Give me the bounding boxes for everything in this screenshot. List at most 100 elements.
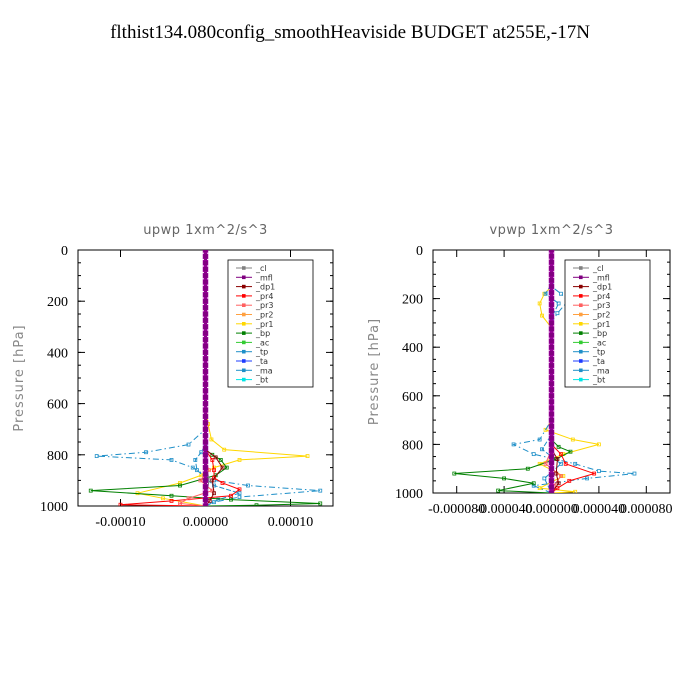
series-point (237, 487, 242, 492)
series-point (542, 476, 547, 481)
series-point (573, 461, 578, 466)
series-point (559, 452, 563, 457)
legend-label: _bp (255, 329, 270, 338)
series-point-mfl (548, 459, 555, 466)
series-point (94, 454, 99, 458)
series-point (556, 301, 561, 306)
legend-label: _pr2 (592, 311, 610, 320)
series-point (193, 458, 198, 462)
x-tick-label: 0.00010 (268, 515, 314, 530)
series-point (561, 474, 566, 478)
series-point (186, 496, 191, 501)
series-point-mfl (548, 338, 555, 344)
series-point-mfl (202, 458, 209, 464)
legend-label: _dp1 (592, 283, 612, 292)
panel-title: upwp 1xm^2/s^3 (143, 223, 268, 238)
series-point (237, 491, 242, 496)
series-point (169, 498, 174, 503)
legend-label: _pr3 (592, 301, 610, 310)
legend-marker (579, 340, 583, 345)
legend-label: _ac (255, 338, 269, 347)
series-point (570, 437, 575, 442)
series-point-mfl (202, 292, 209, 298)
series-point (567, 478, 572, 483)
series-point-mfl (202, 471, 209, 477)
series-point-mfl (548, 484, 555, 490)
series-point-mfl (548, 374, 555, 381)
panel-title: vpwp 1xm^2/s^3 (489, 223, 613, 238)
series-point-mfl (202, 298, 209, 304)
series-point-mfl (548, 429, 555, 435)
series-point (540, 313, 544, 318)
series-point (559, 474, 563, 478)
series-point-mfl (548, 453, 555, 460)
series-point (555, 486, 560, 491)
legend-label: _cl (255, 264, 267, 273)
legend-marker (242, 359, 246, 363)
series-point-mfl (548, 301, 555, 308)
series-point (563, 461, 568, 466)
x-tick-label: 0.000040 (573, 502, 626, 517)
series-group (452, 250, 637, 493)
x-tick-label: 0.000080 (620, 502, 673, 517)
series-point (178, 501, 182, 506)
page-title: flthist134.080config_smoothHeaviside BUD… (110, 22, 590, 43)
legend-marker (242, 340, 246, 345)
series-line-ma (96, 250, 321, 506)
legend-marker (579, 349, 583, 354)
x-tick-label: -0.000080 (428, 502, 485, 517)
legend-label: _tp (592, 348, 605, 357)
series-point (537, 486, 542, 491)
series-point (190, 465, 195, 470)
series-point-mfl (548, 441, 555, 448)
series-point (502, 476, 507, 481)
series-point (632, 471, 637, 476)
series-point-mfl (202, 426, 209, 432)
series-point-mfl (548, 447, 555, 454)
legend-marker (579, 284, 583, 289)
legend-label: _ma (255, 366, 273, 375)
series-point-mfl (548, 423, 555, 429)
legend-label: _ta (592, 357, 605, 366)
series-point-mfl (202, 324, 209, 330)
series-point-mfl (548, 314, 555, 320)
series-point (559, 461, 563, 466)
series-point-mfl (202, 253, 209, 260)
x-tick-label: 0.000000 (525, 502, 578, 517)
series-group (88, 250, 323, 506)
series-point (254, 503, 259, 506)
panel-upwp: upwp 1xm^2/s^3 Pressure [hPa] 0 200 400 600 80… (12, 223, 334, 530)
legend-label: _pr1 (255, 320, 273, 329)
series-point (212, 491, 216, 496)
y-tick-label: 200 (47, 295, 68, 310)
series-point (556, 481, 561, 486)
legend-label: _ma (592, 366, 610, 375)
series-point (531, 452, 536, 457)
series-point-mfl (202, 250, 209, 253)
y-tick-label: 1000 (40, 500, 68, 515)
series-point-mfl (548, 435, 555, 442)
legend-marker (242, 377, 246, 382)
series-point (198, 478, 203, 483)
series-point (210, 478, 215, 483)
series-point (531, 481, 536, 486)
series-point (88, 488, 93, 493)
legend-label: _ta (255, 357, 268, 366)
y-tick-label: 0 (61, 244, 68, 259)
legend-marker (242, 303, 246, 307)
series-point-mfl (202, 413, 209, 420)
series-point-mfl (548, 399, 555, 405)
series-point (543, 427, 548, 432)
series-point-mfl (202, 388, 209, 394)
series-point (559, 291, 563, 296)
series-point (540, 447, 544, 452)
x-tick-label: -0.00010 (95, 515, 145, 530)
series-point-mfl (202, 266, 209, 272)
legend-label: _bt (592, 376, 605, 385)
y-tick-label: 0 (416, 244, 423, 259)
series-point (220, 465, 225, 470)
legend-label: _bt (255, 376, 268, 385)
legend-marker (242, 368, 246, 373)
series-point-mfl (548, 478, 555, 484)
